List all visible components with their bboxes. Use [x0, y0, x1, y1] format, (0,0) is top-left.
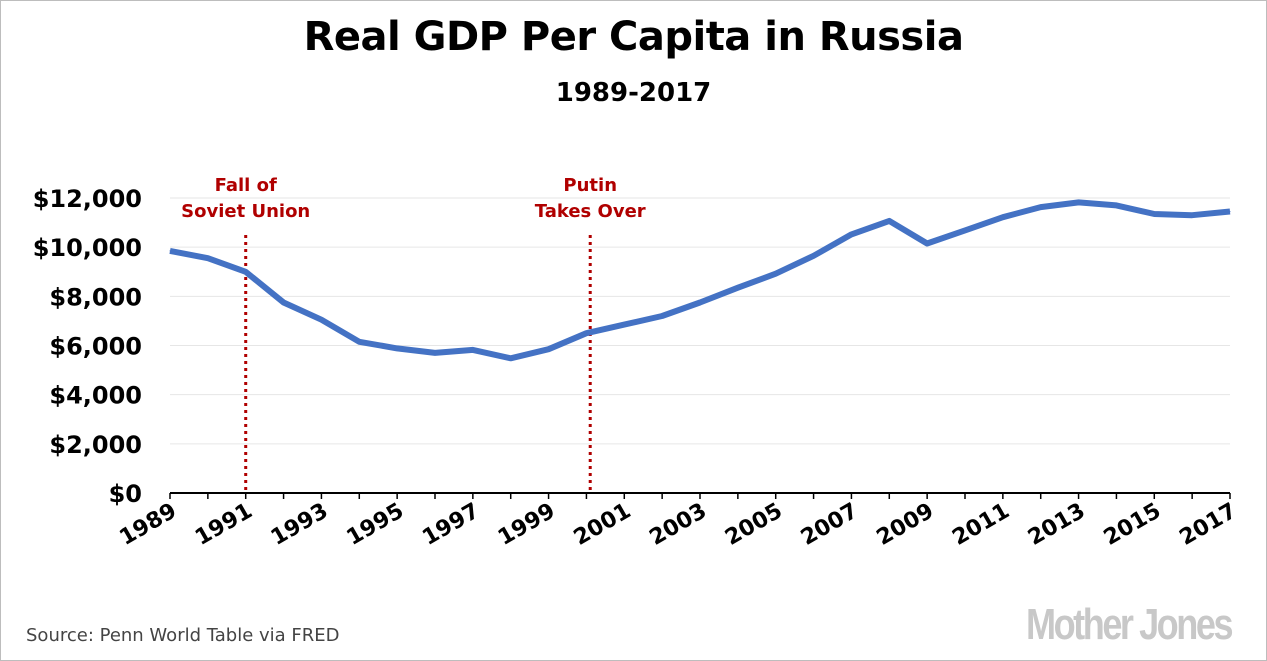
grid-lines	[170, 197, 1230, 445]
y-tick-label: $12,000	[33, 185, 142, 213]
data-point	[396, 347, 398, 349]
annotation-label: Fall of	[215, 175, 277, 196]
data-point	[775, 273, 777, 275]
y-tick-label: $0	[109, 480, 142, 508]
x-tick-label: 2003	[645, 499, 711, 551]
chart-title: Real GDP Per Capita in Russia	[303, 14, 964, 60]
series-line	[169, 199, 1231, 362]
data-point	[548, 348, 550, 350]
data-point	[320, 319, 322, 321]
data-point	[434, 352, 436, 354]
y-tick-label: $6,000	[49, 333, 142, 361]
x-tick-label: 2001	[570, 499, 636, 551]
annotation-label: Putin	[563, 175, 617, 196]
x-tick-label: 2011	[948, 499, 1014, 551]
x-tick-label: 1991	[191, 499, 257, 551]
data-point	[358, 341, 360, 343]
mother-jones-logo: Mother Jones	[1025, 600, 1233, 649]
data-point	[1191, 214, 1193, 216]
x-tick-label: 1999	[494, 499, 560, 551]
y-tick-label: $2,000	[49, 431, 142, 459]
data-point	[245, 271, 247, 273]
data-point	[623, 324, 625, 326]
data-point	[472, 349, 474, 351]
x-tick-label: 2013	[1024, 499, 1090, 551]
data-point	[1040, 206, 1042, 208]
series-layer	[169, 199, 1231, 362]
data-point	[1153, 213, 1155, 215]
data-point	[926, 242, 928, 244]
annotations: Fall of Soviet Union Putin Takes Over	[181, 175, 646, 493]
axes	[169, 492, 1231, 499]
x-tick-label: 1997	[418, 499, 484, 551]
data-point	[283, 301, 285, 303]
data-point	[964, 229, 966, 231]
y-tick-label: $10,000	[33, 234, 142, 262]
data-point	[813, 255, 815, 257]
data-point	[169, 250, 171, 252]
data-point	[888, 220, 890, 222]
data-point	[1229, 211, 1231, 213]
x-tick-label: 2015	[1100, 499, 1166, 551]
x-tick-label: 2005	[721, 499, 787, 551]
x-tick-label: 1993	[267, 499, 333, 551]
y-tick-label: $4,000	[49, 382, 142, 410]
chart-subtitle: 1989-2017	[555, 78, 712, 108]
data-point	[585, 332, 587, 334]
tick-labels: $0 $2,000 $4,000 $6,000 $8,000 $10,000 $12,000…	[33, 185, 1241, 551]
annotation-label: Takes Over	[535, 201, 646, 222]
data-point	[1002, 216, 1004, 218]
data-point	[1078, 201, 1080, 203]
x-tick-label: 2007	[797, 499, 863, 551]
y-tick-label: $8,000	[49, 283, 142, 311]
data-point	[699, 301, 701, 303]
data-point	[850, 233, 852, 235]
x-tick-label: 2017	[1175, 499, 1241, 551]
data-point	[661, 315, 663, 317]
data-point	[510, 357, 512, 359]
x-tick-label: 2009	[873, 499, 939, 551]
source-note: Source: Penn World Table via FRED	[26, 625, 340, 646]
data-point	[207, 257, 209, 259]
x-tick-label: 1995	[343, 499, 409, 551]
data-point	[737, 287, 739, 289]
annotation-label: Soviet Union	[181, 201, 310, 222]
data-point	[1115, 204, 1117, 206]
